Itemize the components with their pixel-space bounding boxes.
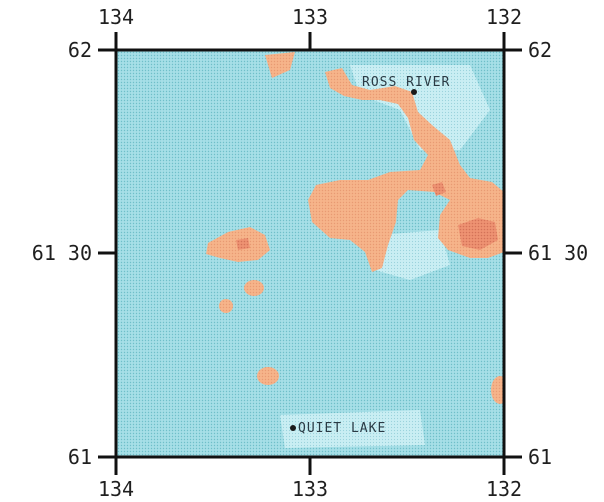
graticule-ticks: [98, 32, 522, 475]
lon-label-top: 134: [98, 5, 134, 29]
lat-label-left: 62: [68, 38, 92, 62]
lon-label-top: 133: [292, 5, 328, 29]
anomaly-region-top: [265, 52, 295, 78]
anomaly-spot: [244, 280, 264, 296]
lat-label-left: 61: [68, 445, 92, 469]
ross-river-marker: [411, 89, 417, 95]
ross-river-label: ROSS RIVER: [362, 75, 450, 90]
quiet-lake-label: QUIET LAKE: [298, 421, 386, 436]
map-area: ROSS RIVER QUIET LAKE: [116, 50, 504, 457]
light-region: [350, 65, 490, 150]
anomaly-core-small: [432, 182, 446, 196]
lon-label-bottom: 134: [98, 477, 134, 501]
lat-label-right: 61 30: [528, 241, 588, 265]
lon-label-bottom: 133: [292, 477, 328, 501]
lat-label-left: 61 30: [32, 241, 92, 265]
anomaly-core-east: [458, 218, 498, 250]
anomaly-region-ross-river: [308, 68, 504, 272]
quiet-lake-marker: [290, 425, 296, 431]
anomaly-spot: [219, 299, 233, 313]
lon-label-bottom: 132: [486, 477, 522, 501]
anomaly-spot: [257, 367, 279, 385]
anomaly-core-west: [236, 238, 250, 250]
light-region: [280, 410, 425, 448]
lat-label-right: 61: [528, 445, 552, 469]
light-region: [375, 230, 450, 280]
lon-label-top: 132: [486, 5, 522, 29]
lat-label-right: 62: [528, 38, 552, 62]
anomaly-spot: [491, 376, 504, 404]
